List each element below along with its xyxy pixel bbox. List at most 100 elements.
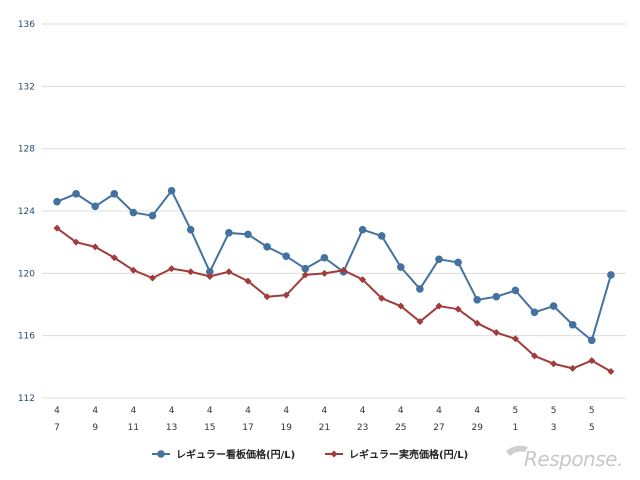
- legend-label: レギュラー看板価格(円/L): [176, 448, 295, 461]
- data-point: [263, 293, 271, 301]
- x-tick-label-month: 5: [589, 406, 595, 416]
- x-tick-label-month: 5: [513, 406, 519, 416]
- data-point: [588, 336, 596, 345]
- data-point: [244, 277, 252, 285]
- data-point: [282, 291, 290, 299]
- series-line: [56, 227, 612, 373]
- x-tick-label-month: 4: [360, 406, 366, 416]
- watermark-logo: Response.: [506, 445, 623, 471]
- x-tick-label-day: 19: [280, 423, 292, 433]
- data-point: [186, 225, 195, 234]
- data-point: [129, 266, 137, 274]
- x-tick-label-day: 9: [92, 423, 98, 433]
- data-point: [148, 211, 157, 220]
- data-point: [416, 285, 424, 293]
- series-2: [53, 224, 615, 376]
- x-tick-label-month: 4: [283, 406, 289, 416]
- legend-item: レギュラー看板価格(円/L): [152, 448, 295, 461]
- x-tick-label-day: 7: [54, 423, 60, 433]
- data-point: [149, 274, 156, 282]
- x-tick-label-month: 5: [551, 406, 557, 416]
- data-point: [282, 252, 291, 260]
- x-tick-label-month: 4: [474, 406, 480, 416]
- data-point: [53, 197, 61, 206]
- x-tick-label-month: 4: [398, 406, 404, 416]
- data-point: [91, 243, 99, 251]
- data-point: [359, 276, 367, 284]
- data-point: [301, 264, 310, 273]
- x-tick-label-day: 21: [319, 423, 330, 433]
- legend: レギュラー看板価格(円/L) レギュラー実売価格(円/L): [152, 448, 468, 461]
- y-tick-label: 132: [18, 82, 35, 92]
- x-tick-label-month: 4: [54, 406, 60, 416]
- data-point: [492, 292, 501, 301]
- data-point: [320, 253, 329, 262]
- legend-item: レギュラー実売価格(円/L): [325, 448, 468, 461]
- x-tick-label-day: 27: [433, 423, 444, 433]
- data-point: [53, 224, 61, 232]
- x-tick-label-day: 25: [395, 423, 406, 433]
- x-tick-label-month: 4: [322, 406, 328, 416]
- data-point: [206, 272, 214, 280]
- series-line: [56, 189, 612, 342]
- legend-marker: [157, 450, 165, 458]
- data-point: [588, 357, 596, 365]
- x-tick-label-month: 4: [169, 406, 175, 416]
- data-point: [569, 364, 577, 372]
- data-point: [301, 271, 309, 279]
- data-point: [435, 302, 443, 310]
- x-tick-label-month: 4: [207, 406, 213, 416]
- x-tick-label-day: 17: [242, 423, 253, 433]
- y-tick-label: 136: [18, 20, 35, 30]
- y-tick-label: 120: [18, 269, 35, 279]
- watermark-text: Response.: [524, 447, 623, 471]
- data-point: [129, 208, 138, 217]
- data-point: [607, 271, 615, 279]
- data-point: [530, 308, 539, 317]
- x-tick-label-month: 4: [436, 406, 442, 416]
- data-point: [168, 265, 176, 273]
- x-tick-label-month: 4: [131, 406, 137, 416]
- grid-lines: [42, 23, 626, 399]
- x-tick-label-day: 5: [589, 423, 595, 433]
- data-point: [167, 186, 176, 195]
- data-point: [549, 302, 558, 310]
- data-point: [568, 320, 577, 329]
- y-tick-label: 112: [18, 394, 35, 404]
- data-point: [377, 232, 386, 240]
- x-tick-label-month: 4: [245, 406, 251, 416]
- data-point: [416, 318, 424, 326]
- data-point: [225, 229, 233, 237]
- watermark-swoosh: [506, 445, 528, 456]
- data-point: [263, 243, 271, 251]
- y-tick-label: 124: [18, 207, 35, 217]
- data-point: [454, 258, 462, 267]
- data-point: [607, 368, 615, 376]
- data-point: [473, 296, 482, 304]
- series-layer: [53, 186, 615, 376]
- data-point: [358, 225, 367, 234]
- data-point: [225, 268, 233, 276]
- y-tick-label: 116: [18, 332, 35, 342]
- x-tick-label-day: 29: [471, 423, 483, 433]
- x-tick-label-day: 1: [513, 423, 519, 433]
- data-point: [473, 319, 481, 327]
- data-point: [110, 190, 119, 198]
- data-point: [511, 335, 519, 343]
- x-tick-label-day: 3: [551, 423, 557, 433]
- data-point: [340, 266, 347, 274]
- x-tick-label-day: 23: [357, 423, 368, 433]
- data-point: [110, 254, 118, 262]
- data-point: [531, 352, 538, 360]
- legend-marker: [330, 450, 338, 458]
- legend-label: レギュラー実売価格(円/L): [349, 448, 468, 461]
- data-point: [511, 286, 520, 295]
- data-point: [91, 202, 99, 211]
- data-point: [72, 238, 80, 246]
- x-tick-label-day: 15: [204, 423, 215, 433]
- data-point: [206, 267, 214, 276]
- x-tick-label-day: 11: [128, 423, 139, 433]
- data-point: [550, 360, 558, 368]
